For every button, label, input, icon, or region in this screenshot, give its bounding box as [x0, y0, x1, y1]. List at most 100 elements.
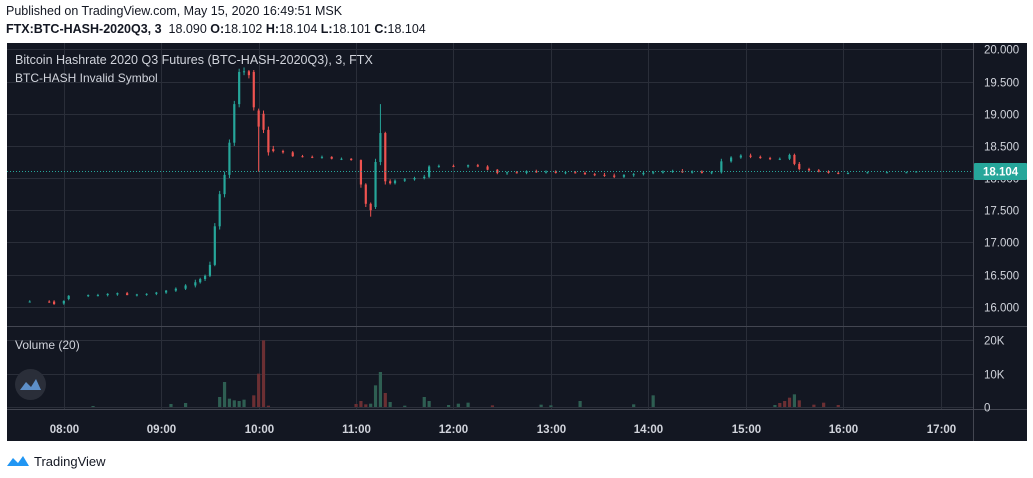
- last-price-badge: 18.104: [974, 163, 1027, 180]
- price-chart[interactable]: 20.00019.50019.00018.50018.00017.50017.0…: [7, 43, 1027, 441]
- volume-bar: [549, 405, 553, 407]
- volume-bar: [773, 405, 777, 407]
- candle-body: [671, 170, 674, 172]
- time-axis[interactable]: 08:00 09:00 10:00 11:00 12:00 13:00 14:00 15:00…: [50, 424, 956, 436]
- candle-body: [574, 172, 577, 174]
- candle-body: [247, 71, 251, 76]
- candle: [798, 161, 801, 171]
- candle: [564, 171, 567, 175]
- published-note: Published on TradingView.com, May 15, 20…: [6, 4, 343, 18]
- candle-body: [739, 155, 742, 158]
- candle-body: [496, 169, 499, 173]
- price-tick-label: 16.000: [984, 303, 1019, 315]
- candle-body: [476, 165, 479, 167]
- volume-bar: [466, 402, 470, 407]
- volume-bar: [359, 401, 363, 407]
- candle-body: [203, 275, 207, 280]
- candle: [642, 171, 645, 176]
- volume-bar: [252, 395, 256, 407]
- candle: [632, 172, 635, 177]
- candle: [320, 155, 324, 159]
- candle: [291, 151, 294, 157]
- candle-body: [364, 184, 367, 204]
- candle: [135, 293, 138, 297]
- candle-body: [428, 166, 431, 177]
- tradingview-logo-icon[interactable]: [6, 454, 30, 468]
- candle-body: [413, 178, 416, 180]
- candle-body: [281, 151, 285, 153]
- candle-body: [720, 161, 723, 173]
- candle: [837, 171, 840, 175]
- candle-body: [223, 174, 226, 195]
- time-tick-label: 08:00: [50, 424, 79, 436]
- volume-bar: [364, 404, 368, 407]
- candle-body: [905, 172, 908, 174]
- candle: [28, 300, 31, 303]
- candle: [247, 70, 251, 79]
- candle-body: [369, 203, 372, 211]
- volume-bar: [787, 397, 792, 407]
- volume-bar: [490, 405, 495, 407]
- volume-bar: [783, 401, 787, 407]
- candle: [350, 158, 353, 161]
- candle: [116, 292, 119, 296]
- candle: [252, 70, 255, 111]
- candle-body: [564, 172, 567, 174]
- candle-body: [238, 71, 241, 105]
- candle-body: [515, 172, 518, 174]
- candle: [281, 149, 285, 154]
- candle: [437, 164, 440, 168]
- candle-body: [52, 301, 56, 305]
- candle-body: [759, 156, 762, 159]
- candle: [700, 170, 703, 174]
- candle: [126, 291, 129, 296]
- price-axis[interactable]: 20.00019.50019.00018.50018.00017.50017.0…: [984, 45, 1019, 315]
- candle-body: [194, 282, 197, 286]
- candle-body: [87, 295, 90, 297]
- candle-body: [393, 180, 397, 184]
- chart-subtitle: BTC-HASH Invalid Symbol: [15, 71, 158, 85]
- candle: [262, 110, 265, 134]
- candle: [272, 145, 275, 153]
- candle-body: [710, 172, 713, 174]
- candle: [846, 172, 850, 175]
- candle: [866, 171, 869, 174]
- candle-body: [593, 174, 596, 176]
- candle: [496, 169, 499, 175]
- candle-body: [135, 294, 138, 296]
- volume-bar: [91, 406, 95, 407]
- candle: [238, 68, 241, 108]
- time-tick-label: 11:00: [342, 424, 371, 436]
- volume-bar: [261, 340, 266, 407]
- candle: [739, 154, 742, 159]
- candle: [223, 171, 226, 198]
- candle: [340, 157, 343, 161]
- volume-bar: [447, 405, 451, 407]
- candle-body: [807, 169, 811, 171]
- volume-bar: [378, 372, 383, 407]
- symbol-label: FTX:BTC-HASH-2020Q3, 3: [6, 22, 162, 36]
- footer-brand[interactable]: TradingView: [34, 453, 106, 469]
- candle: [145, 293, 148, 296]
- candle-body: [793, 154, 796, 164]
- candle: [48, 300, 51, 303]
- candle: [807, 167, 811, 172]
- volume-bar: [218, 397, 222, 407]
- candle-body: [184, 285, 187, 289]
- volume-bar: [227, 398, 232, 407]
- open-label: O:: [210, 22, 225, 36]
- candle: [389, 179, 392, 185]
- candle-body: [96, 295, 100, 297]
- candle-body: [885, 172, 889, 174]
- price-tick-label: 16.500: [984, 271, 1019, 283]
- candle-body: [267, 129, 270, 153]
- candle: [768, 156, 772, 161]
- candle: [486, 165, 489, 171]
- watermark-circle: [15, 369, 46, 400]
- candle: [603, 172, 606, 177]
- candle-body: [437, 165, 440, 167]
- candle: [535, 169, 538, 173]
- candle-body: [452, 165, 455, 167]
- candle: [384, 131, 387, 185]
- time-tick-label: 17:00: [927, 424, 956, 436]
